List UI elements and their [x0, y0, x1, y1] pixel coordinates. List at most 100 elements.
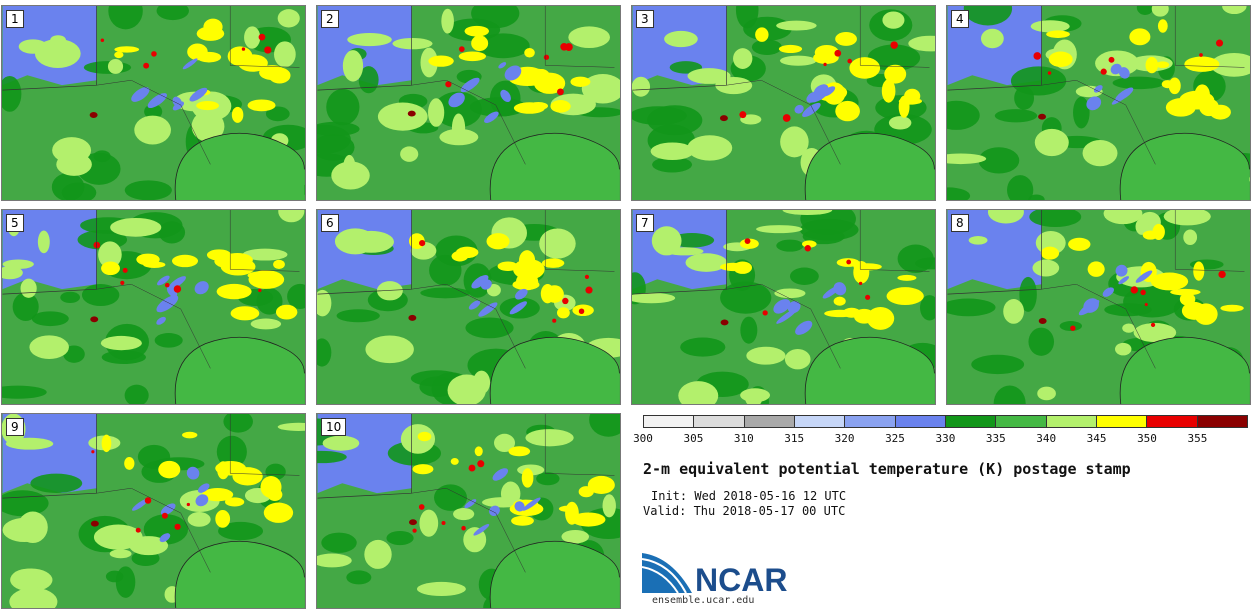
dark-green-patch [1059, 321, 1082, 332]
coastline [174, 132, 305, 200]
light-green-patch [664, 30, 698, 48]
colorbar-segment [644, 416, 695, 427]
colorbar-tick: 325 [885, 432, 905, 445]
colorbar-tick: 350 [1137, 432, 1157, 445]
light-green-patch [453, 507, 475, 521]
light-green-patch [1034, 128, 1069, 157]
hot-spot [1140, 289, 1146, 296]
light-green-patch [980, 28, 1004, 49]
colorbar-segment [744, 416, 795, 427]
light-green-patch [334, 228, 376, 255]
coastline [174, 540, 305, 608]
warm-patch [273, 259, 285, 270]
hot-spot [458, 46, 465, 52]
gulf-of-mexico [490, 337, 620, 404]
light-green-patch [187, 512, 211, 527]
cool-streak [197, 483, 210, 493]
gulf-of-mexico [1120, 337, 1250, 404]
ncar-logo: NCAR [642, 553, 787, 595]
dark-green-patch [358, 66, 379, 94]
colorbar-segment [1197, 416, 1247, 427]
dark-green-patch [63, 345, 85, 363]
warm-patch [202, 488, 234, 502]
warm-patch [1046, 30, 1070, 38]
warm-patch [458, 51, 487, 62]
light-green-patch [107, 58, 124, 74]
hot-spot [100, 38, 105, 42]
dark-green-patch [336, 309, 380, 323]
dark-green-patch [124, 384, 149, 404]
light-green-patch [191, 110, 225, 142]
light-green-patch [776, 20, 817, 31]
colorbar-segment [1096, 416, 1148, 427]
cool-streak [460, 77, 480, 93]
dark-green-patch [137, 444, 171, 469]
cool-streak [1102, 287, 1114, 297]
member-label: 7 [636, 214, 654, 232]
dark-green-patch [2, 490, 49, 517]
cool-streak [504, 65, 522, 81]
light-green-patch [416, 581, 466, 597]
warm-patch [541, 258, 565, 268]
dark-green-patch [994, 109, 1038, 123]
warm-patch [866, 307, 895, 330]
warm-patch [515, 272, 539, 291]
hot-spot [151, 51, 157, 57]
border-line [411, 79, 526, 165]
warm-patch [451, 250, 469, 262]
cool-streak [194, 281, 209, 295]
warm-patch [833, 296, 846, 306]
hot-spot [1130, 286, 1139, 294]
warm-patch [1145, 56, 1159, 74]
light-green-patch [1032, 259, 1060, 277]
dark-green-patch [536, 472, 560, 486]
dark-green-patch [115, 566, 136, 598]
light-green-patch [441, 8, 454, 34]
light-green-patch [109, 549, 132, 559]
cool-streak [131, 87, 150, 102]
hot-spot [782, 114, 791, 122]
hot-spot [552, 318, 557, 323]
hot-spot-large [720, 319, 729, 326]
dark-green-patch [740, 316, 758, 344]
light-green-patch [364, 539, 392, 569]
ensemble-member-6-map: 6 [316, 209, 621, 405]
warm-patch [158, 460, 181, 479]
dark-green-patch [216, 435, 247, 468]
light-green-patch [322, 435, 360, 451]
dark-green-patch [218, 521, 264, 541]
member-label: 6 [321, 214, 339, 232]
border-line [96, 283, 211, 369]
dark-green-patch [433, 91, 482, 128]
light-green-patch [1133, 322, 1177, 343]
warm-patch [528, 101, 549, 111]
cool-streak [794, 104, 804, 114]
hot-spot [1047, 71, 1052, 75]
warm-patch [1194, 303, 1218, 325]
valid-time: Valid: Thu 2018-05-17 00 UTC [643, 504, 846, 518]
warm-patch [881, 79, 896, 103]
light-green-patch [5, 437, 54, 450]
dark-green-patch [60, 291, 81, 303]
light-green-patch [400, 146, 419, 162]
member-label: 9 [6, 418, 24, 436]
map-graphic [317, 210, 620, 404]
warm-patch [835, 31, 857, 46]
coastline [489, 540, 620, 608]
dark-green-patch [429, 254, 462, 286]
map-graphic [317, 6, 620, 200]
light-green-patch [9, 587, 58, 608]
light-green-patch [733, 48, 753, 69]
warm-patch [518, 250, 536, 272]
warm-patch [182, 431, 198, 439]
hot-spot [419, 239, 426, 247]
hot-spot [847, 58, 853, 64]
hot-spot [804, 245, 812, 252]
colorbar-segment [694, 416, 745, 427]
warm-patch [886, 287, 924, 306]
cool-region-west [2, 210, 97, 290]
hot-spot [557, 88, 564, 96]
hot-spot-large [1038, 318, 1047, 324]
light-green-patch [110, 217, 162, 237]
gulf-of-mexico [490, 541, 620, 608]
